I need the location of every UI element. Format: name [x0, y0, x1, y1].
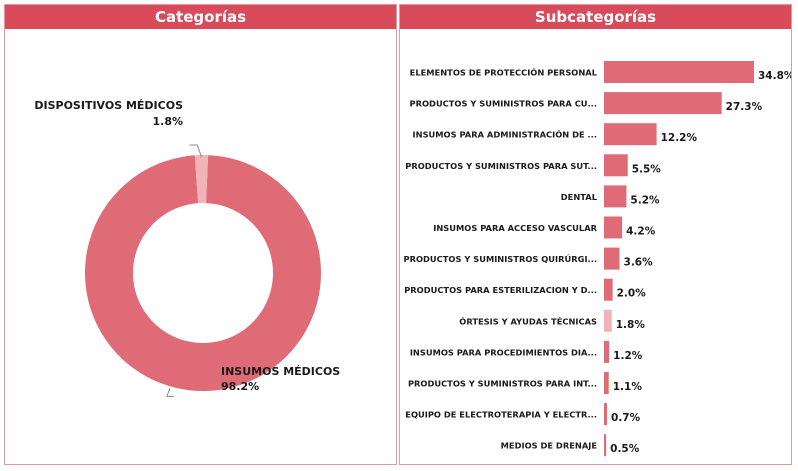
- bar[interactable]: [604, 372, 609, 394]
- bar[interactable]: [604, 309, 612, 332]
- leader-line-dispositivos: [189, 144, 202, 158]
- categories-header: Categorías: [5, 5, 396, 29]
- bar[interactable]: [604, 123, 657, 146]
- bar-value-label: 3.6%: [624, 257, 654, 269]
- bar[interactable]: [604, 340, 610, 363]
- bar-value-label: 1.8%: [616, 319, 646, 331]
- categories-donut-chart: DISPOSITIVOS MÉDICOS 1.8% INSUMOS MÉDICOS 9…: [34, 99, 340, 397]
- bar-category-label: PRODUCTOS Y SUMINISTROS PARA INT...: [408, 379, 597, 389]
- bar-value-label: 4.2%: [626, 226, 656, 238]
- bar[interactable]: [604, 185, 627, 208]
- bar-category-label: ELEMENTOS DE PROTECCIÓN PERSONAL: [410, 67, 598, 78]
- bar[interactable]: [604, 92, 722, 115]
- donut-label-insumos: INSUMOS MÉDICOS: [221, 365, 340, 378]
- subcategories-bar-chart: ELEMENTOS DE PROTECCIÓN PERSONAL 34.8% PRO…: [404, 61, 795, 457]
- bar-value-label: 27.3%: [726, 101, 763, 113]
- donut-slice-insumos-medicos[interactable]: [85, 155, 322, 391]
- bar[interactable]: [604, 403, 608, 426]
- bar-category-label: EQUIPO DE ELECTROTERAPIA Y ELECTR...: [405, 410, 597, 420]
- bar-value-label: 5.2%: [630, 194, 660, 206]
- leader-line-insumos: [166, 388, 174, 397]
- bar-value-label: 2.0%: [617, 288, 647, 300]
- bar[interactable]: [604, 434, 607, 457]
- bar-value-label: 1.2%: [613, 350, 643, 362]
- bar-category-label: PRODUCTOS Y SUMINISTROS QUIRÚRGI...: [404, 253, 597, 264]
- bar-category-label: PRODUCTOS PARA ESTERILIZACION Y D...: [404, 285, 597, 295]
- bar-value-label: 1.1%: [613, 381, 643, 393]
- bar[interactable]: [604, 61, 754, 83]
- bar[interactable]: [604, 278, 613, 301]
- donut-value-dispositivos: 1.8%: [152, 115, 183, 128]
- bar-value-label: 34.8%: [758, 70, 791, 82]
- donut-slice-dispositivos-medicos[interactable]: [194, 155, 209, 204]
- bar-category-label: INSUMOS PARA ACCESO VASCULAR: [433, 223, 597, 233]
- bar-category-label: PRODUCTOS Y SUMINISTROS PARA CU...: [410, 99, 597, 109]
- donut-value-insumos: 98.2%: [221, 380, 259, 393]
- bar-value-label: 5.5%: [632, 163, 662, 175]
- bar[interactable]: [604, 216, 623, 239]
- bar-category-label: INSUMOS PARA ADMINISTRACIÓN DE ...: [413, 129, 597, 140]
- bar-category-label: INSUMOS PARA PROCEDIMIENTOS DIA...: [410, 347, 597, 357]
- bar-value-label: 0.5%: [610, 443, 640, 455]
- bar-category-label: ÓRTESIS Y AYUDAS TÉCNICAS: [459, 315, 597, 326]
- bar-category-label: DENTAL: [561, 192, 598, 202]
- bar[interactable]: [604, 247, 620, 270]
- subcategories-panel: Subcategorías ELEMENTOS DE PROTECCIÓN PE…: [399, 4, 795, 465]
- bar-value-label: 0.7%: [611, 412, 641, 424]
- bar[interactable]: [604, 154, 628, 177]
- subcategories-header: Subcategorías: [400, 5, 791, 29]
- categories-panel: Categorías DISPOSITIVOS MÉDICOS 1.8% INSUM…: [4, 4, 397, 465]
- bar-category-label: PRODUCTOS Y SUMINISTROS PARA SUT...: [405, 161, 597, 171]
- bar-value-label: 12.2%: [661, 132, 698, 144]
- donut-label-dispositivos: DISPOSITIVOS MÉDICOS: [34, 99, 183, 112]
- bar-category-label: MEDIOS DE DRENAJE: [501, 441, 598, 451]
